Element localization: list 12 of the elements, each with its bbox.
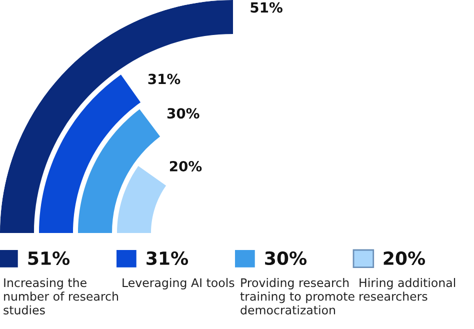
text: 20% [170, 160, 202, 172]
category-label: Leveraging AI tools [122, 278, 234, 290]
data-label: 31% [146, 251, 188, 266]
data-label: 51% [28, 251, 70, 266]
category-label: Hiring additional researchers [360, 278, 456, 301]
data-label: 20% [384, 251, 426, 266]
text: 30% [167, 108, 200, 119]
category-label: Increasing the number of research studies [4, 278, 118, 314]
text: 31% [148, 74, 180, 84]
category-label: Providing research training to promote democratization [240, 278, 354, 314]
data-label: 30% [265, 251, 307, 266]
text: 51% [250, 2, 282, 13]
